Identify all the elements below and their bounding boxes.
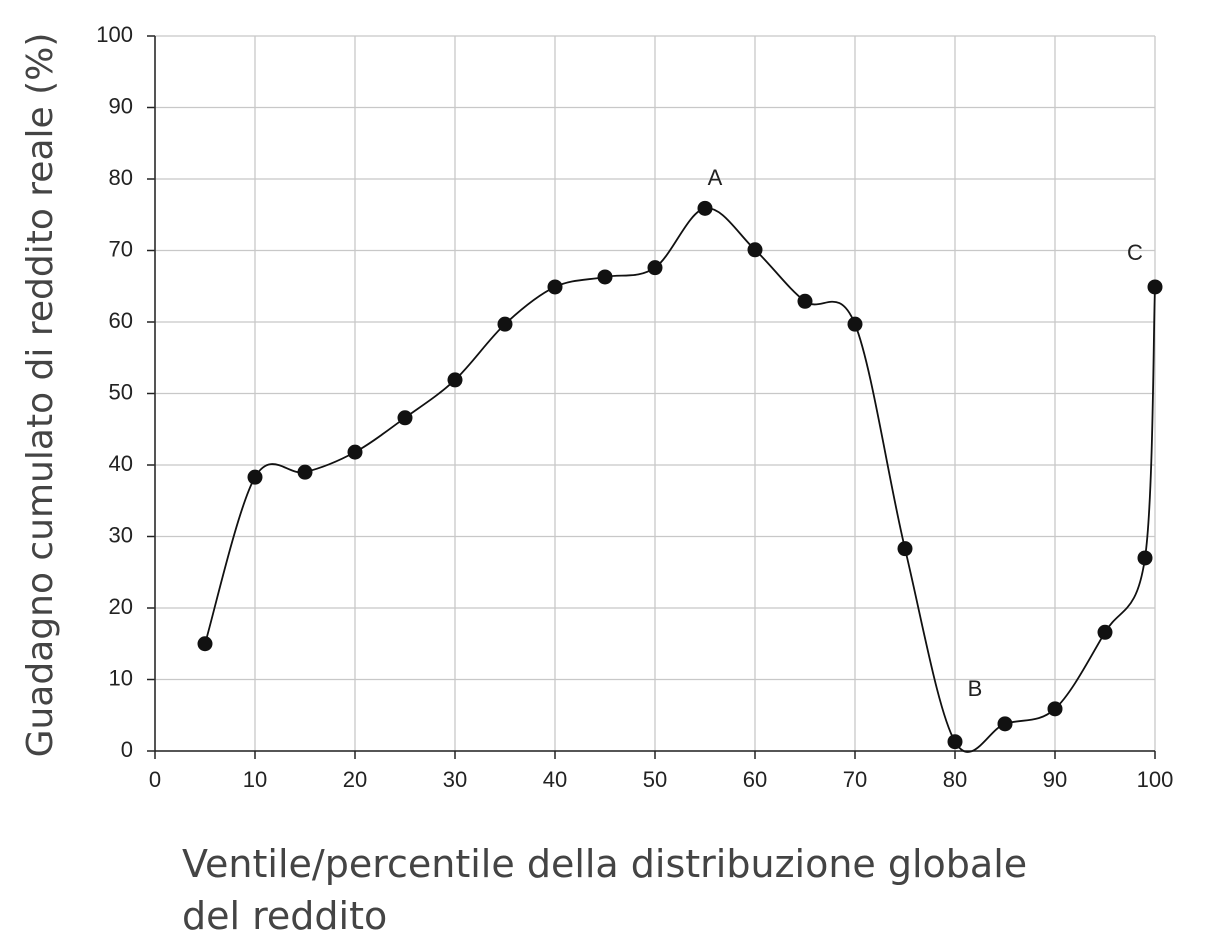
x-tick-label: 30 bbox=[443, 767, 467, 792]
data-point bbox=[397, 410, 413, 426]
y-tick-label: 0 bbox=[121, 737, 133, 762]
x-tick-label: 60 bbox=[743, 767, 767, 792]
x-tick-label: 0 bbox=[149, 767, 161, 792]
data-point bbox=[897, 541, 913, 557]
data-point bbox=[197, 636, 213, 652]
data-point bbox=[647, 260, 663, 276]
y-tick-label: 20 bbox=[109, 594, 133, 619]
data-point bbox=[297, 464, 313, 480]
x-axis-label: Ventile/percentile della distribuzione g… bbox=[182, 842, 1028, 938]
data-point bbox=[497, 316, 513, 332]
y-tick-label: 80 bbox=[109, 165, 133, 190]
y-tick-label: 90 bbox=[109, 93, 133, 118]
annotation: C bbox=[1127, 240, 1143, 265]
data-point bbox=[447, 372, 463, 388]
x-tick-label: 10 bbox=[243, 767, 267, 792]
x-tick-label: 90 bbox=[1043, 767, 1067, 792]
annotation: A bbox=[708, 165, 723, 190]
chart: Guadagno cumulato di reddito reale (%) 0… bbox=[20, 22, 1174, 792]
x-tick-label: 50 bbox=[643, 767, 667, 792]
x-tick-label: 70 bbox=[843, 767, 867, 792]
annotation: B bbox=[968, 676, 983, 701]
y-tick-label: 50 bbox=[109, 379, 133, 404]
x-tick-label: 20 bbox=[343, 767, 367, 792]
data-point bbox=[247, 469, 263, 485]
x-tick-label: 100 bbox=[1137, 767, 1174, 792]
data-point bbox=[1047, 701, 1063, 717]
y-tick-label: 70 bbox=[109, 236, 133, 261]
y-tick-label: 40 bbox=[109, 451, 133, 476]
y-tick-label: 10 bbox=[109, 665, 133, 690]
data-point bbox=[347, 444, 363, 460]
y-tick-label: 100 bbox=[96, 22, 133, 47]
y-tick-label: 30 bbox=[109, 522, 133, 547]
data-point bbox=[547, 279, 563, 295]
x-tick-label: 80 bbox=[943, 767, 967, 792]
data-point bbox=[847, 316, 863, 332]
data-point bbox=[947, 734, 963, 750]
data-point bbox=[597, 269, 613, 285]
data-line bbox=[204, 207, 1156, 753]
data-point bbox=[1137, 550, 1153, 566]
y-tick-label: 60 bbox=[109, 308, 133, 333]
data-point bbox=[1147, 279, 1163, 295]
data-point bbox=[697, 200, 713, 216]
data-point bbox=[747, 242, 763, 258]
data-point bbox=[1097, 624, 1113, 640]
x-tick-label: 40 bbox=[543, 767, 567, 792]
y-axis-label: Guadagno cumulato di reddito reale (%) bbox=[20, 33, 61, 758]
data-point bbox=[797, 293, 813, 309]
data-point bbox=[997, 716, 1013, 732]
